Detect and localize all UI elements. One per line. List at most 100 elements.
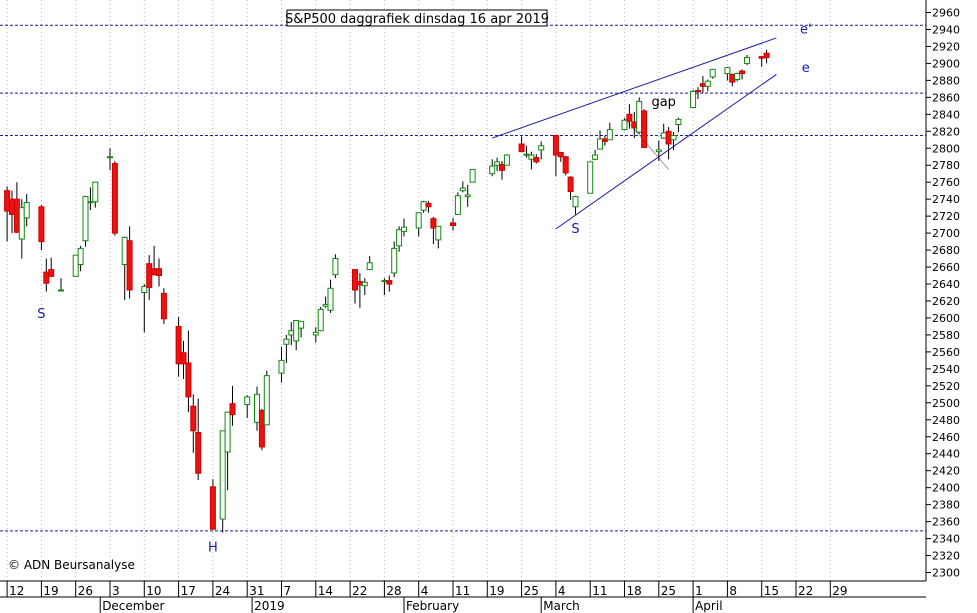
y-tick-label: 2440 [932,448,960,461]
x-axis: 12 19 26 3 10 17 24 31 7 14 22 28 4 11 19 25 4 11 18 25 1 8 15… [0,580,926,613]
candle-up [572,196,579,208]
candle-up [396,229,403,247]
candle-down [763,52,770,58]
x-tick-label: 31 [249,584,264,598]
candle-down [356,280,363,286]
x-tick-label: 17 [181,584,196,598]
candle-down [729,73,736,83]
candle-up [734,73,741,81]
candle-down [48,269,55,277]
candle-up [121,236,128,265]
candle-down [175,325,182,365]
candle-down [180,352,187,365]
candle-up [317,308,324,332]
candle-down [209,486,216,530]
candle-up [489,165,496,175]
candle-up [587,161,594,194]
copyright-text: © ADN Beursanalyse [8,558,135,572]
y-tick-label: 2760 [932,176,960,189]
y-tick-label: 2800 [932,142,960,155]
candle-down [430,218,437,229]
y-tick-label: 2380 [932,499,960,512]
candle-up [332,258,339,276]
candle-up [724,67,731,75]
month-label: December [102,599,164,613]
candle-up [312,331,319,336]
x-tick-label: 3 [112,584,120,598]
candle-up [244,396,251,406]
candle-down [229,403,236,416]
y-tick-label: 2620 [932,295,960,308]
trendline [555,74,777,230]
candle-down [185,362,192,398]
y-tick-label: 2840 [932,108,960,121]
candle-down [499,163,505,171]
y-tick-label: 2480 [932,414,960,427]
candle-up [415,212,422,229]
x-tick-label: 22 [352,584,367,598]
candle-down [641,110,648,148]
candle-down [601,138,608,142]
candle-up [675,118,682,125]
x-tick-label: 10 [146,584,161,598]
candle-down [190,405,197,432]
x-tick-label: 4 [558,584,566,598]
candle-up [107,156,113,159]
candle-up [538,145,545,151]
candle-down [758,56,765,59]
candle-down [151,268,158,276]
candle-down [43,271,50,284]
candle-up [420,201,427,211]
y-tick-label: 2640 [932,278,960,291]
candle-up [709,68,716,78]
month-label: 2019 [254,599,285,613]
x-tick-label: 19 [489,584,504,598]
y-tick-label: 2700 [932,227,960,240]
candle-up [92,181,99,203]
y-tick-label: 2740 [932,193,960,206]
annotation-label: e [802,61,810,76]
candle-down [739,70,746,75]
candle-up [704,80,711,87]
candle-down [111,163,118,234]
y-tick-label: 2820 [932,125,960,138]
y-tick-label: 2920 [932,40,960,53]
x-tick-label: 8 [729,584,737,598]
candle-up [503,154,510,166]
x-tick-label: 26 [78,584,93,598]
candle-up [636,101,643,133]
candle-up [224,411,231,453]
candle-up [690,90,697,109]
candle-up [454,195,461,215]
candle-down [626,113,633,122]
candle-up [288,330,295,336]
candle-down [4,190,11,212]
x-tick-label: 24 [215,584,230,598]
candle-up [58,289,64,292]
y-tick-label: 2660 [932,261,960,274]
candle-down [38,206,45,243]
candle-up [606,129,613,141]
chart-title: S&P500 daggrafiek dinsdag 16 apr 2019 [285,12,549,27]
y-tick-label: 2900 [932,57,960,70]
candle-up [263,375,270,426]
x-tick-label: 29 [832,584,847,598]
y-tick-label: 2340 [932,533,960,546]
candle-up [254,393,260,423]
candle-up [401,226,407,232]
x-tick-label: 1 [695,584,703,598]
candle-up [621,119,628,131]
x-tick-label: 25 [524,584,539,598]
x-tick-label: 11 [592,584,607,598]
candle-up [23,202,30,219]
candle-up [670,135,677,141]
x-tick-label: 7 [284,584,292,598]
annotation-label: S [571,222,579,237]
annotation-label: e' [800,23,812,38]
candle-up [464,194,471,198]
candle-up [655,149,662,153]
candle-down [518,143,525,153]
candle-down [567,176,574,193]
